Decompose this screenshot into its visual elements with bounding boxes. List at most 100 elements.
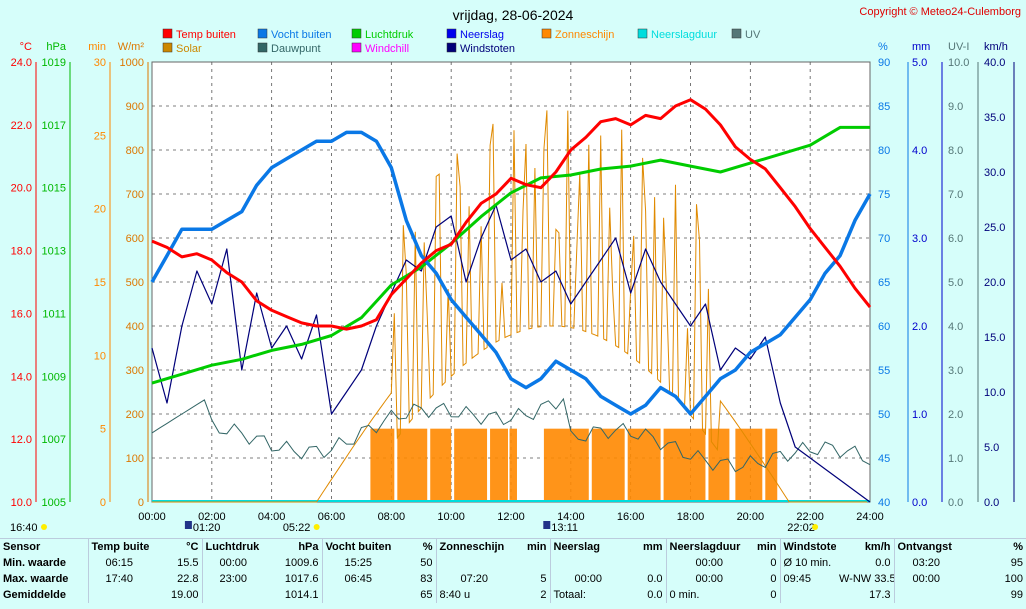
- axis-tick-label: 10: [94, 350, 106, 362]
- sunshine-bar: [765, 429, 777, 502]
- sun-icon: [41, 524, 47, 530]
- avg-sun-time: 8:40 u: [436, 587, 512, 603]
- axis-tick-label: 60: [878, 321, 890, 333]
- axis-tick-label: 25.0: [984, 222, 1005, 234]
- sunshine-bar: [735, 429, 762, 502]
- min-sun-time: [436, 555, 512, 571]
- hdr-evap: Ontvangst: [894, 539, 958, 555]
- x-tick-label: 16:00: [617, 511, 645, 523]
- min-temp-value: 15.5: [150, 555, 202, 571]
- axis-unit: %: [878, 41, 888, 53]
- axis-tick-label: 10.0: [11, 497, 32, 509]
- legend-swatch: [352, 43, 361, 52]
- avg-sun-value: 2: [512, 587, 550, 603]
- legend-swatch: [638, 29, 647, 38]
- hdr-rain-unit: mm: [626, 539, 666, 555]
- avg-temp-value: 19.00: [150, 587, 202, 603]
- axis-tick-label: 45: [878, 453, 890, 465]
- axis-tick-label: 5.0: [912, 57, 927, 69]
- footer-time-left: 16:40: [10, 522, 38, 534]
- x-tick-label: 08:00: [378, 511, 406, 523]
- axis-tick-label: 1007: [42, 434, 66, 446]
- axis-tick-label: 0.0: [948, 497, 963, 509]
- axis-tick-label: 1.0: [912, 409, 927, 421]
- hdr-rain: Neerslag: [550, 539, 626, 555]
- copyright: Copyright © Meteo24-Culemborg: [859, 6, 1021, 18]
- axis-tick-label: 1015: [42, 183, 66, 195]
- hdr-temp-unit: °C: [150, 539, 202, 555]
- axis-tick-label: 4.0: [948, 321, 963, 333]
- axis-unit: hPa: [46, 41, 66, 53]
- axis-tick-label: 500: [126, 277, 144, 289]
- axis-tick-label: 16.0: [11, 308, 32, 320]
- avg-hum-value: 65: [394, 587, 436, 603]
- axis-tick-label: 15.0: [984, 332, 1005, 344]
- sunshine-bar: [430, 429, 451, 502]
- x-tick-label: 06:00: [318, 511, 346, 523]
- hdr-evap-unit: %: [958, 539, 1026, 555]
- axis-tick-label: 1005: [42, 497, 66, 509]
- legend-label: Dauwpunt: [271, 43, 321, 55]
- axis-unit: UV-I: [948, 41, 969, 53]
- hdr-sun-unit: min: [512, 539, 550, 555]
- axis-tick-label: 800: [126, 145, 144, 157]
- hdr-gust: Windstoten: [780, 539, 836, 555]
- axis-tick-label: 5.0: [948, 277, 963, 289]
- axis-tick-label: 70: [878, 233, 890, 245]
- axis-tick-label: 22.0: [11, 120, 32, 132]
- x-tick-label: 24:00: [856, 511, 884, 523]
- row-min-label: Min. waarde: [0, 555, 88, 571]
- axis-tick-label: 65: [878, 277, 890, 289]
- axis-tick-label: 10.0: [984, 387, 1005, 399]
- axis-tick-label: 20: [94, 204, 106, 216]
- chart-title: vrijdag, 28-06-2024: [453, 7, 574, 23]
- axis-tick-label: 55: [878, 365, 890, 377]
- min-gust-value: 0.0: [836, 555, 894, 571]
- max-temp-time: 17:40: [88, 571, 150, 587]
- axis-tick-label: 300: [126, 365, 144, 377]
- sunset-icon: [812, 524, 818, 530]
- max-gust-speed: 33.5: [874, 573, 894, 585]
- axis-tick-label: 15: [94, 277, 106, 289]
- axis-tick-label: 30: [94, 57, 106, 69]
- axis-tick-label: 3.0: [912, 233, 927, 245]
- legend-label: UV: [745, 29, 761, 41]
- axis-tick-label: 75: [878, 189, 890, 201]
- legend-swatch: [732, 29, 741, 38]
- legend-label: Neerslagduur: [651, 29, 717, 41]
- max-gust-value: W-NW 33.5: [836, 571, 894, 587]
- sunshine-bar: [628, 429, 661, 502]
- axis-tick-label: 7.0: [948, 189, 963, 201]
- legend-label: Temp buiten: [176, 29, 236, 41]
- min-rain-value: [626, 555, 666, 571]
- sunshine-bar: [454, 429, 487, 502]
- avg-evap-value: 99: [958, 587, 1026, 603]
- footer-moon2-time: 13:11: [551, 522, 578, 534]
- axis-unit: °C: [20, 41, 32, 53]
- min-temp-time: 06:15: [88, 555, 150, 571]
- x-tick-label: 20:00: [737, 511, 765, 523]
- max-evap-time: 00:00: [894, 571, 958, 587]
- axis-tick-label: 1.0: [948, 453, 963, 465]
- axis-tick-label: 9.0: [948, 101, 963, 113]
- axis-tick-label: 100: [126, 453, 144, 465]
- sunshine-bar: [370, 429, 394, 502]
- legend-label: Solar: [176, 43, 202, 55]
- axis-tick-label: 25: [94, 130, 106, 142]
- axis-tick-label: 90: [878, 57, 890, 69]
- axis-tick-label: 12.0: [11, 434, 32, 446]
- min-hum-time: 15:25: [322, 555, 394, 571]
- sunrise-icon: [314, 524, 320, 530]
- axis-tick-label: 2.0: [912, 321, 927, 333]
- max-raindur-time: 00:00: [666, 571, 752, 587]
- axis-tick-label: 1011: [42, 308, 66, 320]
- legend-swatch: [447, 29, 456, 38]
- legend-swatch: [352, 29, 361, 38]
- axis-tick-label: 40.0: [984, 57, 1005, 69]
- stats-table: Sensor Temp buiten °C Luchtdruk hPa Voch…: [0, 538, 1026, 609]
- axis-tick-label: 1017: [42, 120, 66, 132]
- axis-tick-label: 400: [126, 321, 144, 333]
- x-tick-label: 04:00: [258, 511, 286, 523]
- axis-tick-label: 2.0: [948, 409, 963, 421]
- max-rain-time: 00:00: [550, 571, 626, 587]
